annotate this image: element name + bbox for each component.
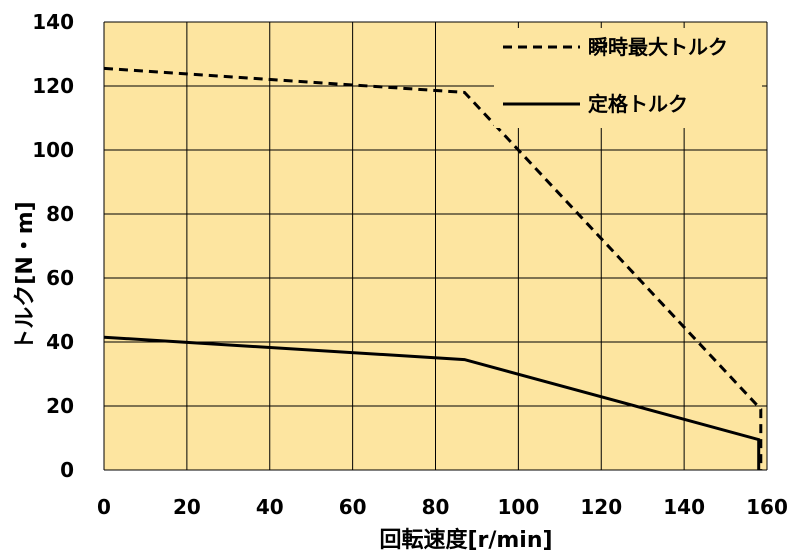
y-axis-label: トルク[N・m] xyxy=(13,201,38,350)
x-tick-label: 20 xyxy=(173,495,201,519)
legend-entry-label: 瞬時最大トルク xyxy=(588,35,728,59)
y-tick-label: 60 xyxy=(46,266,74,290)
y-tick-label: 40 xyxy=(46,330,74,354)
x-axis-label: 回転速度[r/min] xyxy=(379,527,552,553)
x-tick-label: 40 xyxy=(256,495,284,519)
y-axis-ticks: 0 20 40 60 80 100 120 140 xyxy=(32,10,74,482)
y-tick-label: 80 xyxy=(46,202,74,226)
x-tick-label: 100 xyxy=(498,495,540,519)
y-tick-label: 100 xyxy=(32,138,74,162)
y-tick-label: 140 xyxy=(32,10,74,34)
x-tick-label: 160 xyxy=(746,495,788,519)
series-group xyxy=(103,66,763,470)
x-tick-label: 140 xyxy=(663,495,705,519)
x-tick-label: 80 xyxy=(422,495,450,519)
x-tick-label: 120 xyxy=(580,495,622,519)
y-tick-label: 20 xyxy=(46,394,74,418)
x-axis-ticks: 0 20 40 60 80 100 120 140 160 xyxy=(97,495,788,519)
legend-entry-label: 定格トルク xyxy=(588,92,688,116)
y-tick-label: 0 xyxy=(60,458,74,482)
legend-box xyxy=(494,28,762,128)
series-line-rated-torque xyxy=(103,335,761,470)
x-tick-label: 0 xyxy=(97,495,111,519)
x-tick-label: 60 xyxy=(339,495,367,519)
y-tick-label: 120 xyxy=(32,74,74,98)
series-line-peak-torque xyxy=(103,66,763,470)
